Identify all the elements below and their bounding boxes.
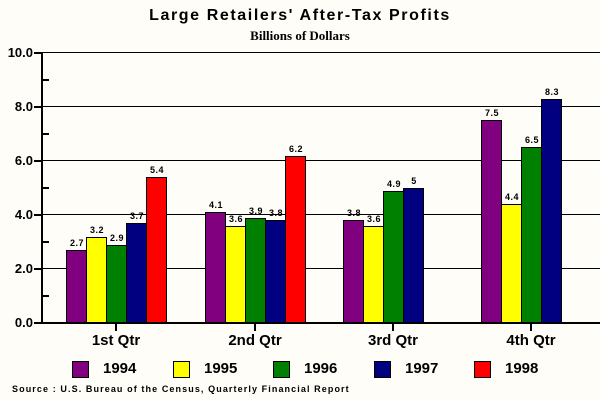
y-minor-tick-7	[42, 133, 49, 135]
chart-title: Large Retailers' After-Tax Profits	[149, 7, 451, 24]
legend-label-1994: 1994	[103, 360, 137, 377]
bar-value-label-1995-4th-qtr: 4.4	[504, 192, 519, 202]
x-axis-label-4th-qtr: 4th Qtr	[506, 332, 556, 349]
legend-swatch-1994	[72, 361, 89, 378]
bar-value-label-1996-1st-qtr: 2.9	[109, 233, 124, 243]
bar-1997-4th-qtr	[541, 99, 562, 323]
chart-subtitle: Billions of Dollars	[250, 28, 350, 43]
bar-1996-1st-qtr	[106, 245, 127, 323]
legend-swatch-1995	[173, 361, 190, 378]
bar-1996-3rd-qtr	[383, 191, 404, 323]
source-note: Source : U.S. Bureau of the Census, Quar…	[12, 384, 350, 394]
bar-value-label-1994-4th-qtr: 7.5	[484, 108, 499, 118]
y-axis-line	[41, 53, 43, 324]
bar-value-label-1995-3rd-qtr: 3.6	[366, 214, 381, 224]
gridline-4.0	[42, 214, 600, 215]
bar-1998-1st-qtr	[146, 177, 167, 323]
bar-1994-1st-qtr	[66, 250, 87, 323]
y-axis-label-8.0: 8.0	[14, 99, 33, 114]
bar-1998-2nd-qtr	[285, 156, 306, 323]
legend-swatch-1998	[474, 361, 491, 378]
x-tick-4th-qtr	[530, 323, 532, 331]
gridline-2.0	[42, 268, 600, 269]
bar-value-label-1995-1st-qtr: 3.2	[89, 225, 104, 235]
legend-label-1997: 1997	[405, 360, 439, 377]
y-major-tick-10.0	[34, 52, 42, 54]
legend-swatch-1996	[273, 361, 290, 378]
x-axis-label-1st-qtr: 1st Qtr	[91, 332, 141, 349]
y-major-tick-2.0	[34, 268, 42, 270]
bar-value-label-1998-1st-qtr: 5.4	[149, 165, 164, 175]
y-axis-label-0.0: 0.0	[14, 315, 33, 330]
y-major-tick-4.0	[34, 214, 42, 216]
y-minor-tick-5	[42, 187, 49, 189]
bar-value-label-1994-1st-qtr: 2.7	[69, 238, 84, 248]
x-tick-1st-qtr	[115, 323, 117, 331]
y-minor-tick-9	[42, 79, 49, 81]
bar-value-label-1996-3rd-qtr: 4.9	[386, 179, 401, 189]
bar-1994-4th-qtr	[481, 120, 502, 323]
x-tick-2nd-qtr	[254, 323, 256, 331]
bar-value-label-1998-2nd-qtr: 6.2	[288, 144, 303, 154]
gridline-10.0	[42, 52, 600, 53]
bar-value-label-1995-2nd-qtr: 3.6	[228, 214, 243, 224]
bar-1994-2nd-qtr	[205, 212, 226, 323]
x-axis-line	[41, 322, 600, 324]
bar-1997-2nd-qtr	[265, 220, 286, 323]
bar-value-label-1997-3rd-qtr: 5	[411, 176, 417, 186]
bar-value-label-1994-2nd-qtr: 4.1	[208, 200, 223, 210]
y-major-tick-0.0	[34, 322, 42, 324]
bar-value-label-1997-1st-qtr: 3.7	[129, 211, 144, 221]
bar-value-label-1994-3rd-qtr: 3.8	[346, 208, 361, 218]
y-minor-tick-1	[42, 295, 49, 297]
x-tick-3rd-qtr	[392, 323, 394, 331]
bar-1995-3rd-qtr	[363, 226, 384, 323]
legend-label-1998: 1998	[505, 360, 539, 377]
y-major-tick-6.0	[34, 160, 42, 162]
y-minor-tick-3	[42, 241, 49, 243]
bar-1994-3rd-qtr	[343, 220, 364, 323]
bar-1997-1st-qtr	[126, 223, 147, 323]
y-axis-label-2.0: 2.0	[14, 261, 33, 276]
y-axis-label-6.0: 6.0	[14, 153, 33, 168]
legend-label-1996: 1996	[304, 360, 338, 377]
gridline-6.0	[42, 160, 600, 161]
bar-1995-4th-qtr	[501, 204, 522, 323]
y-major-tick-8.0	[34, 106, 42, 108]
bar-1996-4th-qtr	[521, 147, 542, 323]
bar-1995-1st-qtr	[86, 237, 107, 323]
gridline-8.0	[42, 106, 600, 107]
legend-label-1995: 1995	[204, 360, 238, 377]
x-axis-label-2nd-qtr: 2nd Qtr	[228, 332, 282, 349]
bar-1997-3rd-qtr	[403, 188, 424, 323]
bar-value-label-1996-4th-qtr: 6.5	[524, 135, 539, 145]
x-axis-label-3rd-qtr: 3rd Qtr	[367, 332, 418, 349]
bar-value-label-1997-2nd-qtr: 3.8	[268, 208, 283, 218]
legend-swatch-1997	[374, 361, 391, 378]
bar-value-label-1996-2nd-qtr: 3.9	[248, 206, 263, 216]
y-axis-label-10.0: 10.0	[7, 45, 33, 60]
bar-1996-2nd-qtr	[245, 218, 266, 323]
bar-1995-2nd-qtr	[225, 226, 246, 323]
y-axis-label-4.0: 4.0	[14, 207, 33, 222]
bar-value-label-1997-4th-qtr: 8.3	[544, 87, 559, 97]
